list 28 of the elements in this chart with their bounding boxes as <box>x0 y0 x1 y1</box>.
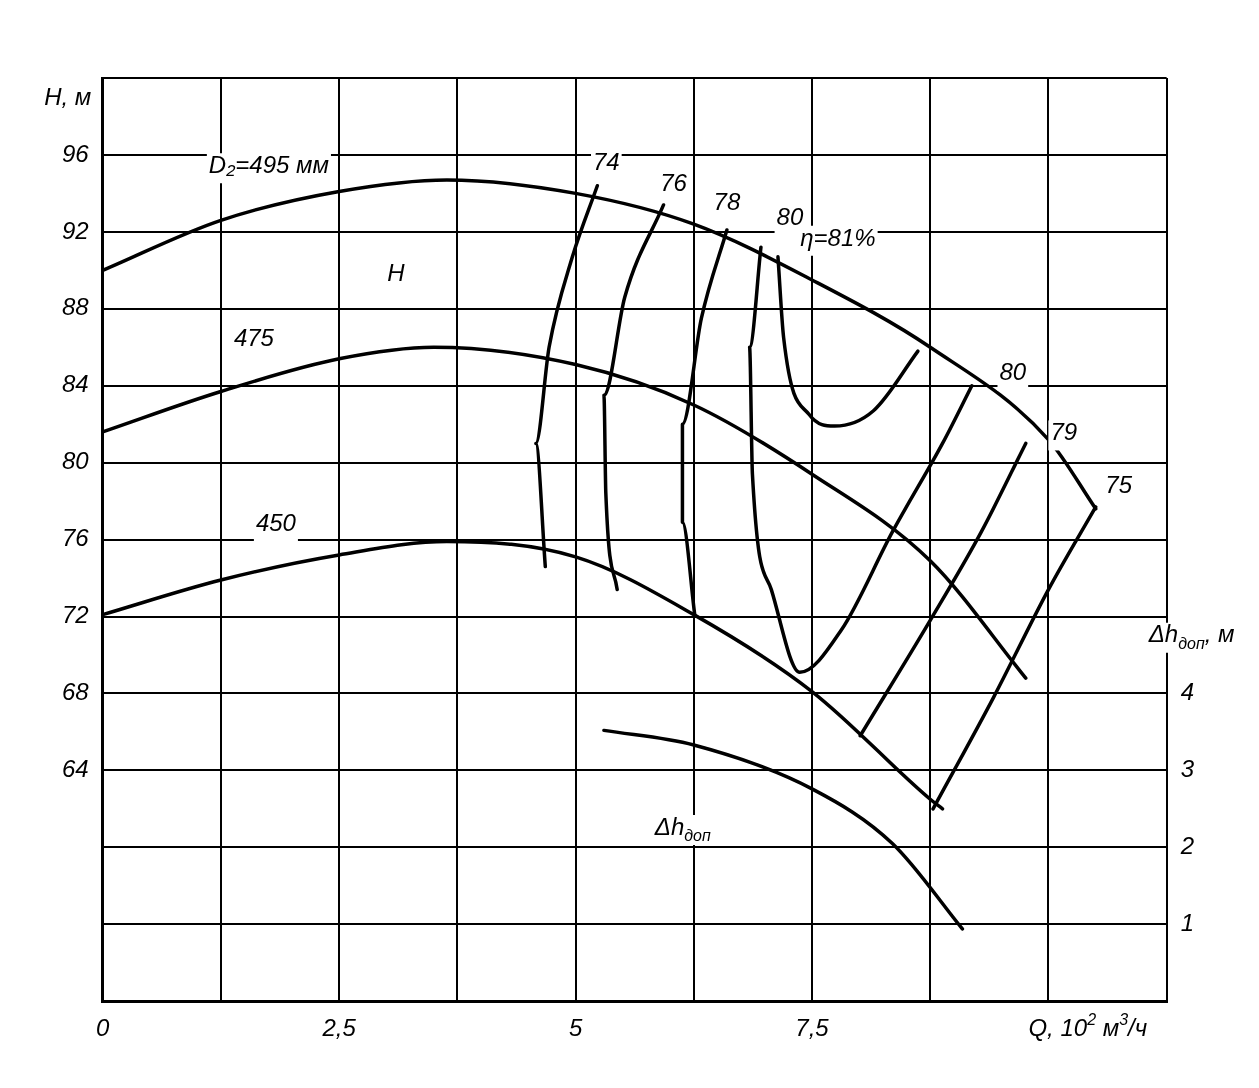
y-tick-label: 80 <box>61 447 90 475</box>
x-tick-label: 0 <box>96 1014 111 1042</box>
y-tick-label: 64 <box>61 755 89 783</box>
y2-tick-label: 2 <box>1179 832 1195 860</box>
y-tick-label: 88 <box>61 293 90 321</box>
y-tick-label: 72 <box>61 601 89 629</box>
y-tick-label: 92 <box>61 216 89 244</box>
y-tick-label: 96 <box>61 139 90 167</box>
y-tick-label: 76 <box>61 524 90 552</box>
y2-tick-label: 3 <box>1180 755 1195 783</box>
y-axis-title: H, м <box>44 82 92 110</box>
y2-tick-label: 1 <box>1180 908 1195 936</box>
series-label: 475 <box>233 324 275 352</box>
y2-tick-label: 4 <box>1180 678 1195 706</box>
text: 80 <box>999 358 1027 386</box>
y-tick-label: 68 <box>61 678 90 706</box>
x-tick-label: 2,5 <box>321 1014 357 1042</box>
annotation: H <box>387 258 406 286</box>
series-label: 450 <box>255 508 297 536</box>
series-label: 79 <box>1050 418 1078 446</box>
series-label: 74 <box>592 148 620 176</box>
series-label: 76 <box>660 168 688 196</box>
y-tick-label: 84 <box>61 370 89 398</box>
x-tick-label: 5 <box>568 1014 583 1042</box>
x-tick-label: 7,5 <box>795 1014 830 1042</box>
series-label: 78 <box>713 187 741 215</box>
series-label: 75 <box>1105 470 1133 498</box>
series-label: D₂=495 мм <box>208 151 329 178</box>
